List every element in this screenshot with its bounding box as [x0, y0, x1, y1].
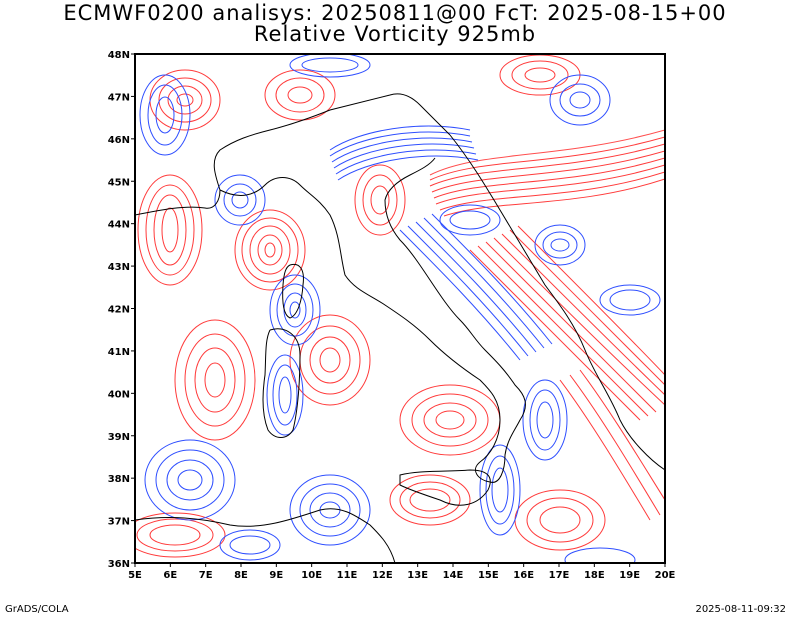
blob-west [137, 174, 203, 286]
chart-subtitle: Relative Vorticity 925mb [253, 22, 537, 46]
lon-label-20E: 20E [655, 570, 676, 581]
blob-ligurian [234, 209, 306, 291]
blob-sicily [389, 474, 471, 526]
chart-title: ECMWF0200 analisys: 20250811@00 FcT: 202… [63, 1, 727, 25]
lon-label-18E: 18E [584, 570, 605, 581]
blob-sardinia [266, 354, 304, 436]
lat-label-41N: 41N [108, 347, 130, 358]
lon-label-9E: 9E [269, 570, 283, 581]
lat-label-37N: 37N [108, 517, 130, 528]
contour-field [135, 54, 665, 563]
blob-south-west [219, 529, 636, 563]
lon-label-14E: 14E [443, 570, 464, 581]
lat-label-46N: 46N [108, 135, 130, 146]
axis-ticks [131, 53, 666, 567]
africa-coast [135, 508, 396, 563]
lon-label-7E: 7E [199, 570, 213, 581]
blob-calabria [479, 444, 521, 536]
lon-label-15E: 15E [478, 570, 499, 581]
lat-label-48N: 48N [108, 50, 130, 61]
blob-ionian-east [522, 379, 568, 461]
lat-label-43N: 43N [108, 262, 130, 273]
sardinia-coast [262, 328, 301, 438]
footer-software: GrADS/COLA [5, 604, 69, 615]
lon-label-16E: 16E [513, 570, 534, 581]
blob-balkans [534, 224, 661, 316]
band-balkans [429, 129, 665, 217]
band-alps [329, 125, 479, 181]
lat-label-44N: 44N [108, 220, 130, 231]
corsica-coast [282, 263, 304, 319]
band-adriatic-east [399, 213, 553, 361]
footer-timestamp: 2025-08-11-09:32 [695, 604, 786, 615]
lat-label-39N: 39N [108, 432, 130, 443]
positive-vorticity-contours [135, 54, 665, 558]
lon-label-13E: 13E [407, 570, 428, 581]
blob-nw [139, 74, 266, 226]
coastlines [135, 93, 665, 563]
lon-label-10E: 10E [301, 570, 322, 581]
france-coast [135, 189, 221, 216]
longitude-labels: 5E 6E 7E 8E 9E 10E 11E 12E 13E 14E 15E 16E 17E 18E 19E… [128, 570, 675, 581]
alps-border [213, 93, 451, 191]
blob-sardinia-west [174, 319, 256, 441]
lon-label-8E: 8E [234, 570, 248, 581]
blob-west-med [144, 439, 236, 521]
lat-label-38N: 38N [108, 474, 130, 485]
lat-label-36N: 36N [108, 559, 130, 570]
lat-label-42N: 42N [108, 305, 130, 316]
sicily-coast [399, 469, 491, 506]
lon-label-17E: 17E [549, 570, 570, 581]
negative-vorticity-contours [139, 54, 661, 563]
lat-label-40N: 40N [108, 389, 130, 400]
lat-label-47N: 47N [108, 92, 130, 103]
lon-label-19E: 19E [619, 570, 640, 581]
lon-label-6E: 6E [163, 570, 177, 581]
lon-label-11E: 11E [337, 570, 358, 581]
blob-sw [135, 512, 226, 558]
band-se-diagonal [469, 225, 665, 521]
blob-north-top [289, 54, 611, 236]
blob-adriatic-north [354, 164, 406, 236]
lon-label-12E: 12E [372, 570, 393, 581]
lon-label-5E: 5E [128, 570, 142, 581]
balkan-coast [449, 134, 665, 471]
lat-label-45N: 45N [108, 177, 130, 188]
latitude-labels: 48N 47N 46N 45N 44N 43N 42N 41N 40N 39N 38N 37N 36N [108, 50, 130, 570]
